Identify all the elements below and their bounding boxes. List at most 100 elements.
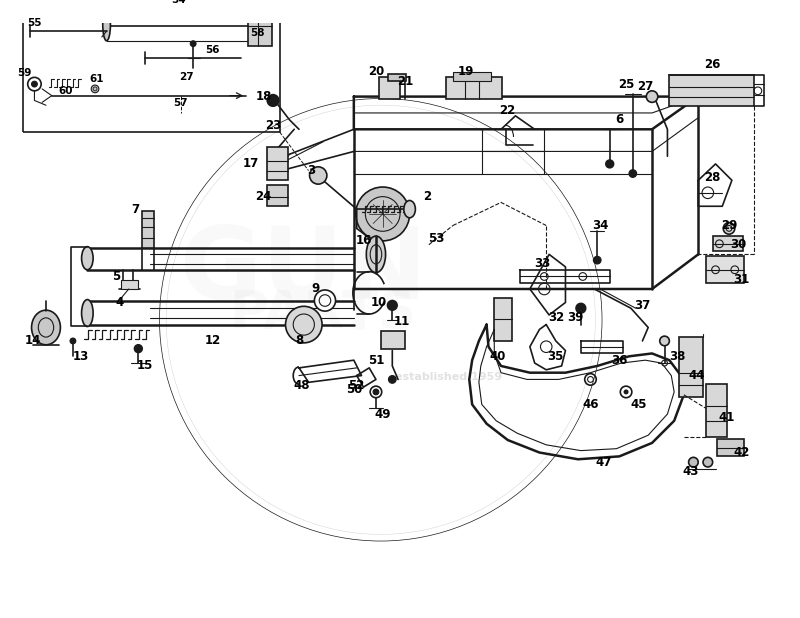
Text: 36: 36	[611, 353, 627, 366]
Bar	[248, 2, 272, 46]
Circle shape	[70, 338, 76, 344]
Text: 61: 61	[90, 74, 104, 84]
Text: 45: 45	[630, 398, 647, 411]
Circle shape	[286, 307, 322, 343]
Text: 31: 31	[734, 273, 750, 286]
Text: 47: 47	[596, 455, 612, 468]
Text: 42: 42	[734, 446, 750, 459]
Text: 26: 26	[705, 58, 721, 71]
Text: 22: 22	[500, 104, 516, 117]
Ellipse shape	[404, 200, 415, 218]
Circle shape	[606, 160, 614, 167]
Bar	[679, 337, 703, 397]
Text: 50: 50	[346, 383, 362, 396]
Bar	[267, 146, 289, 180]
Text: 30: 30	[730, 239, 746, 252]
Bar	[713, 236, 743, 250]
Text: 52: 52	[349, 379, 365, 392]
Text: 51: 51	[368, 353, 384, 366]
Ellipse shape	[82, 300, 93, 326]
Circle shape	[267, 95, 278, 106]
Circle shape	[689, 457, 698, 467]
Text: 12: 12	[204, 334, 221, 347]
Text: 38: 38	[669, 350, 686, 363]
Text: 35: 35	[548, 350, 564, 363]
Text: 39: 39	[567, 311, 583, 324]
Text: 29: 29	[721, 219, 737, 232]
Circle shape	[31, 81, 38, 87]
Circle shape	[660, 336, 670, 345]
Text: 48: 48	[294, 379, 310, 392]
Text: 6: 6	[615, 113, 623, 126]
Text: 53: 53	[428, 232, 445, 245]
Text: 5: 5	[112, 270, 120, 283]
Text: 13: 13	[73, 350, 89, 363]
Text: 8: 8	[295, 334, 303, 347]
Bar	[446, 77, 502, 98]
Text: 34: 34	[592, 219, 608, 232]
Text: 17: 17	[242, 158, 259, 171]
Bar	[23, 0, 280, 132]
Circle shape	[310, 167, 327, 184]
Text: 57: 57	[174, 98, 188, 108]
Text: 56: 56	[205, 45, 220, 56]
Text: 40: 40	[490, 350, 506, 363]
Text: 49: 49	[374, 407, 391, 421]
Bar	[670, 75, 754, 106]
Circle shape	[629, 170, 637, 177]
Ellipse shape	[31, 310, 61, 345]
Text: established 1959: established 1959	[394, 373, 502, 383]
Ellipse shape	[102, 8, 110, 41]
Bar	[453, 72, 491, 81]
Text: 46: 46	[582, 398, 598, 411]
Ellipse shape	[82, 247, 93, 269]
Text: 54: 54	[171, 0, 186, 6]
Text: 9: 9	[311, 282, 319, 295]
Text: 32: 32	[548, 311, 564, 324]
Bar	[142, 211, 154, 248]
Circle shape	[91, 85, 99, 93]
Text: 27: 27	[637, 80, 654, 93]
Text: 43: 43	[682, 465, 698, 478]
Circle shape	[314, 290, 335, 311]
Bar	[494, 298, 511, 341]
Circle shape	[723, 222, 734, 234]
Text: 27: 27	[179, 72, 194, 82]
Circle shape	[703, 457, 713, 467]
Text: 21: 21	[397, 75, 413, 88]
Text: 60: 60	[58, 86, 73, 96]
Text: 11: 11	[394, 315, 410, 328]
Circle shape	[624, 390, 628, 394]
Bar	[381, 331, 405, 349]
Text: 23: 23	[265, 119, 281, 132]
Text: 19: 19	[458, 65, 474, 78]
Bar	[379, 77, 400, 98]
Circle shape	[646, 91, 658, 103]
Bar	[121, 281, 138, 289]
Text: 37: 37	[634, 299, 650, 312]
Text: 3: 3	[307, 164, 315, 177]
Text: 55: 55	[27, 19, 42, 28]
Circle shape	[373, 389, 379, 395]
Ellipse shape	[366, 236, 386, 273]
Circle shape	[389, 376, 396, 383]
Bar	[706, 256, 744, 283]
Text: 24: 24	[255, 190, 271, 203]
Text: 25: 25	[618, 78, 634, 91]
Circle shape	[356, 187, 410, 241]
Text: 16: 16	[355, 234, 372, 247]
Text: 44: 44	[688, 369, 705, 382]
Text: GUN: GUN	[180, 223, 427, 320]
Text: 18: 18	[255, 90, 271, 103]
Circle shape	[576, 303, 586, 313]
Text: 7: 7	[131, 203, 139, 216]
Text: 15: 15	[137, 360, 154, 373]
Text: 20: 20	[368, 65, 384, 78]
Text: PARTS: PARTS	[230, 289, 417, 341]
Bar	[267, 185, 289, 206]
Text: 10: 10	[370, 296, 387, 309]
Text: 58: 58	[250, 28, 265, 38]
Text: 59: 59	[18, 67, 32, 77]
Bar	[706, 384, 727, 437]
Bar	[389, 74, 406, 81]
